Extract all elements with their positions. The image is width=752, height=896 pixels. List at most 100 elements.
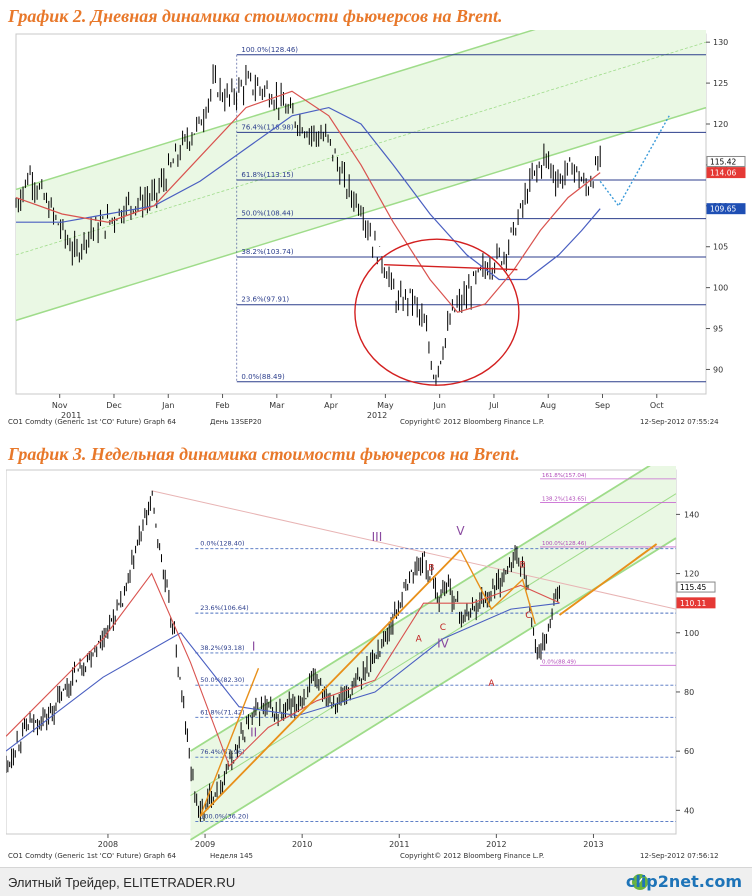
daily-x-tick-label: Dec <box>106 401 121 410</box>
weekly-fib-label: 76.4%(57.96) <box>200 748 244 756</box>
daily-year-label: 2012 <box>367 411 387 420</box>
weekly-last-value-label: 115.45 <box>680 583 706 592</box>
daily-y-tick-label: 120 <box>713 120 728 129</box>
daily-ma-slow-line <box>16 106 601 281</box>
weekly-x-tick-label: 2010 <box>292 840 312 849</box>
daily-x-tick-label: May <box>377 401 394 410</box>
daily-y-tick-label: 100 <box>713 284 728 293</box>
daily-footer-left: CO1 Comdty (Generic 1st 'CO' Future) Gra… <box>8 418 177 426</box>
daily-last-value-label: 109.65 <box>710 205 736 214</box>
weekly-last-value-label: 110.11 <box>680 599 706 608</box>
weekly-ma-fast-line <box>5 572 560 767</box>
weekly-last-value-badge <box>676 581 716 593</box>
daily-x-tick-label: Nov <box>52 401 68 410</box>
daily-year-label: 2011 <box>61 411 81 420</box>
daily-chart-svg: 100.0%(128.46) 76.4%(118.98) 61.8%(113.15)… <box>15 0 746 420</box>
weekly-x-tick-label: 2012 <box>486 840 506 849</box>
weekly-trend-line <box>199 549 462 817</box>
weekly-x-tick-label: 2009 <box>195 840 215 849</box>
weekly-wave-label: II <box>250 725 257 739</box>
daily-fib-label: 76.4%(118.98) <box>241 123 293 131</box>
weekly-wave-label: C <box>525 611 531 621</box>
weekly-wave-label: A <box>416 635 423 645</box>
weekly-chart: 0.0%(128.40) 23.6%(106.64) 38.2%(93.18) 50.… <box>5 448 746 850</box>
weekly-fib-label: 23.6%(106.64) <box>200 604 248 612</box>
daily-y-tick-label: 130 <box>713 38 728 47</box>
weekly-footer-left: CO1 Comdty (Generic 1st 'CO' Future) Gra… <box>8 852 177 860</box>
daily-x-tick-label: Jan <box>161 401 174 410</box>
daily-last-value-label: 115.42 <box>710 157 736 166</box>
weekly-wave-label: B <box>519 561 525 571</box>
weekly-resistance-line <box>151 490 677 610</box>
daily-last-value-badge <box>706 167 746 179</box>
daily-y-tick-label: 105 <box>713 243 728 252</box>
weekly-wave-label: IV <box>437 637 450 651</box>
weekly-channel-mid <box>190 493 677 796</box>
weekly-wave-label: B <box>428 564 434 574</box>
weekly-footer-mid: Неделя 145 <box>210 852 253 860</box>
weekly-y-tick-label: 60 <box>684 747 694 756</box>
weekly-fib-ext-label: 0.0%(88.49) <box>542 659 576 665</box>
clip2net-logo-icon: ✓ <box>632 874 648 890</box>
weekly-wave-label: III <box>372 530 383 544</box>
weekly-footer-right: 12-Sep-2012 07:56:12 <box>640 852 719 860</box>
daily-x-tick-label: Jun <box>432 401 446 410</box>
daily-last-value-badge <box>706 203 746 215</box>
daily-footer-right: 12-Sep-2012 07:55:24 <box>640 418 719 426</box>
weekly-chart-title: График 3. Недельная динамика стоимости ф… <box>8 444 520 464</box>
daily-fib-label: 61.8%(113.15) <box>241 171 293 179</box>
weekly-fib-ext-label: 161.8%(157.04) <box>542 473 587 479</box>
weekly-y-tick-label: 40 <box>684 806 694 815</box>
weekly-fib-label: 100.0%(36.20) <box>200 813 248 821</box>
site-credit: Элитный Трейдер, ELITETRADER.RU <box>8 875 236 890</box>
daily-last-value-badge <box>706 155 746 167</box>
daily-ma-fast-line <box>15 90 601 313</box>
weekly-chart-svg: 0.0%(128.40) 23.6%(106.64) 38.2%(93.18) 50.… <box>5 448 716 849</box>
weekly-y-tick-label: 80 <box>684 688 694 697</box>
daily-x-tick-label: Oct <box>650 401 664 410</box>
daily-fib-label: 23.6%(97.91) <box>241 296 289 304</box>
weekly-x-tick-label: 2011 <box>389 840 409 849</box>
clip2net-brand[interactable]: clip2net.com <box>625 872 742 891</box>
daily-fib-label: 0.0%(88.49) <box>241 373 285 381</box>
weekly-fib-label: 61.8%(71.42) <box>200 708 244 716</box>
weekly-y-tick-label: 140 <box>684 510 699 519</box>
daily-footer-copy: Copyright© 2012 Bloomberg Finance L.P. <box>400 418 545 426</box>
weekly-y-tick-label: 120 <box>684 570 699 579</box>
daily-x-tick-label: Feb <box>215 401 229 410</box>
weekly-fib-label: 50.0%(82.30) <box>200 676 244 684</box>
weekly-wave-label: A <box>488 679 495 689</box>
daily-x-tick-label: Aug <box>540 401 556 410</box>
daily-x-tick-label: Mar <box>269 401 285 410</box>
weekly-price-bars <box>5 490 560 822</box>
daily-fib-label: 50.0%(108.44) <box>241 210 293 218</box>
daily-resistance-line <box>383 264 518 271</box>
daily-fib-label: 38.2%(103.74) <box>241 248 293 256</box>
weekly-forecast-line <box>558 543 658 616</box>
weekly-trend-line-2 <box>199 668 260 817</box>
daily-chart-title: График 2. Дневная динамика стоимости фью… <box>8 6 503 26</box>
weekly-channel-upper <box>190 448 677 752</box>
weekly-wave-label: V <box>456 524 465 538</box>
weekly-fib-ext-label: 138.2%(143.65) <box>542 497 587 503</box>
weekly-wave-path <box>459 549 536 625</box>
weekly-footer-copy: Copyright© 2012 Bloomberg Finance L.P. <box>400 852 545 860</box>
weekly-fib-label: 0.0%(128.40) <box>200 540 244 548</box>
daily-y-tick-label: 125 <box>713 79 728 88</box>
daily-y-tick-label: 95 <box>713 325 723 334</box>
weekly-y-tick-label: 100 <box>684 629 699 638</box>
daily-channel-fill <box>16 0 706 321</box>
daily-highlight-circle <box>354 238 520 386</box>
weekly-x-tick-label: 2013 <box>583 840 603 849</box>
bottom-bar: Элитный Трейдер, ELITETRADER.RU ✓ clip2n… <box>0 867 752 896</box>
weekly-last-value-badge <box>676 597 716 609</box>
weekly-x-tick-label: 2008 <box>98 840 118 849</box>
daily-fib-label: 100.0%(128.46) <box>241 46 298 54</box>
daily-x-tick-label: Sep <box>595 401 610 410</box>
daily-x-tick-label: Jul <box>488 401 499 410</box>
daily-y-tick-label: 90 <box>713 365 723 374</box>
daily-footer-mid: День 13SEP20 <box>210 418 262 426</box>
daily-last-value-label: 114.06 <box>710 169 736 178</box>
daily-price-bars <box>15 64 601 386</box>
daily-x-tick-label: Apr <box>324 401 339 410</box>
